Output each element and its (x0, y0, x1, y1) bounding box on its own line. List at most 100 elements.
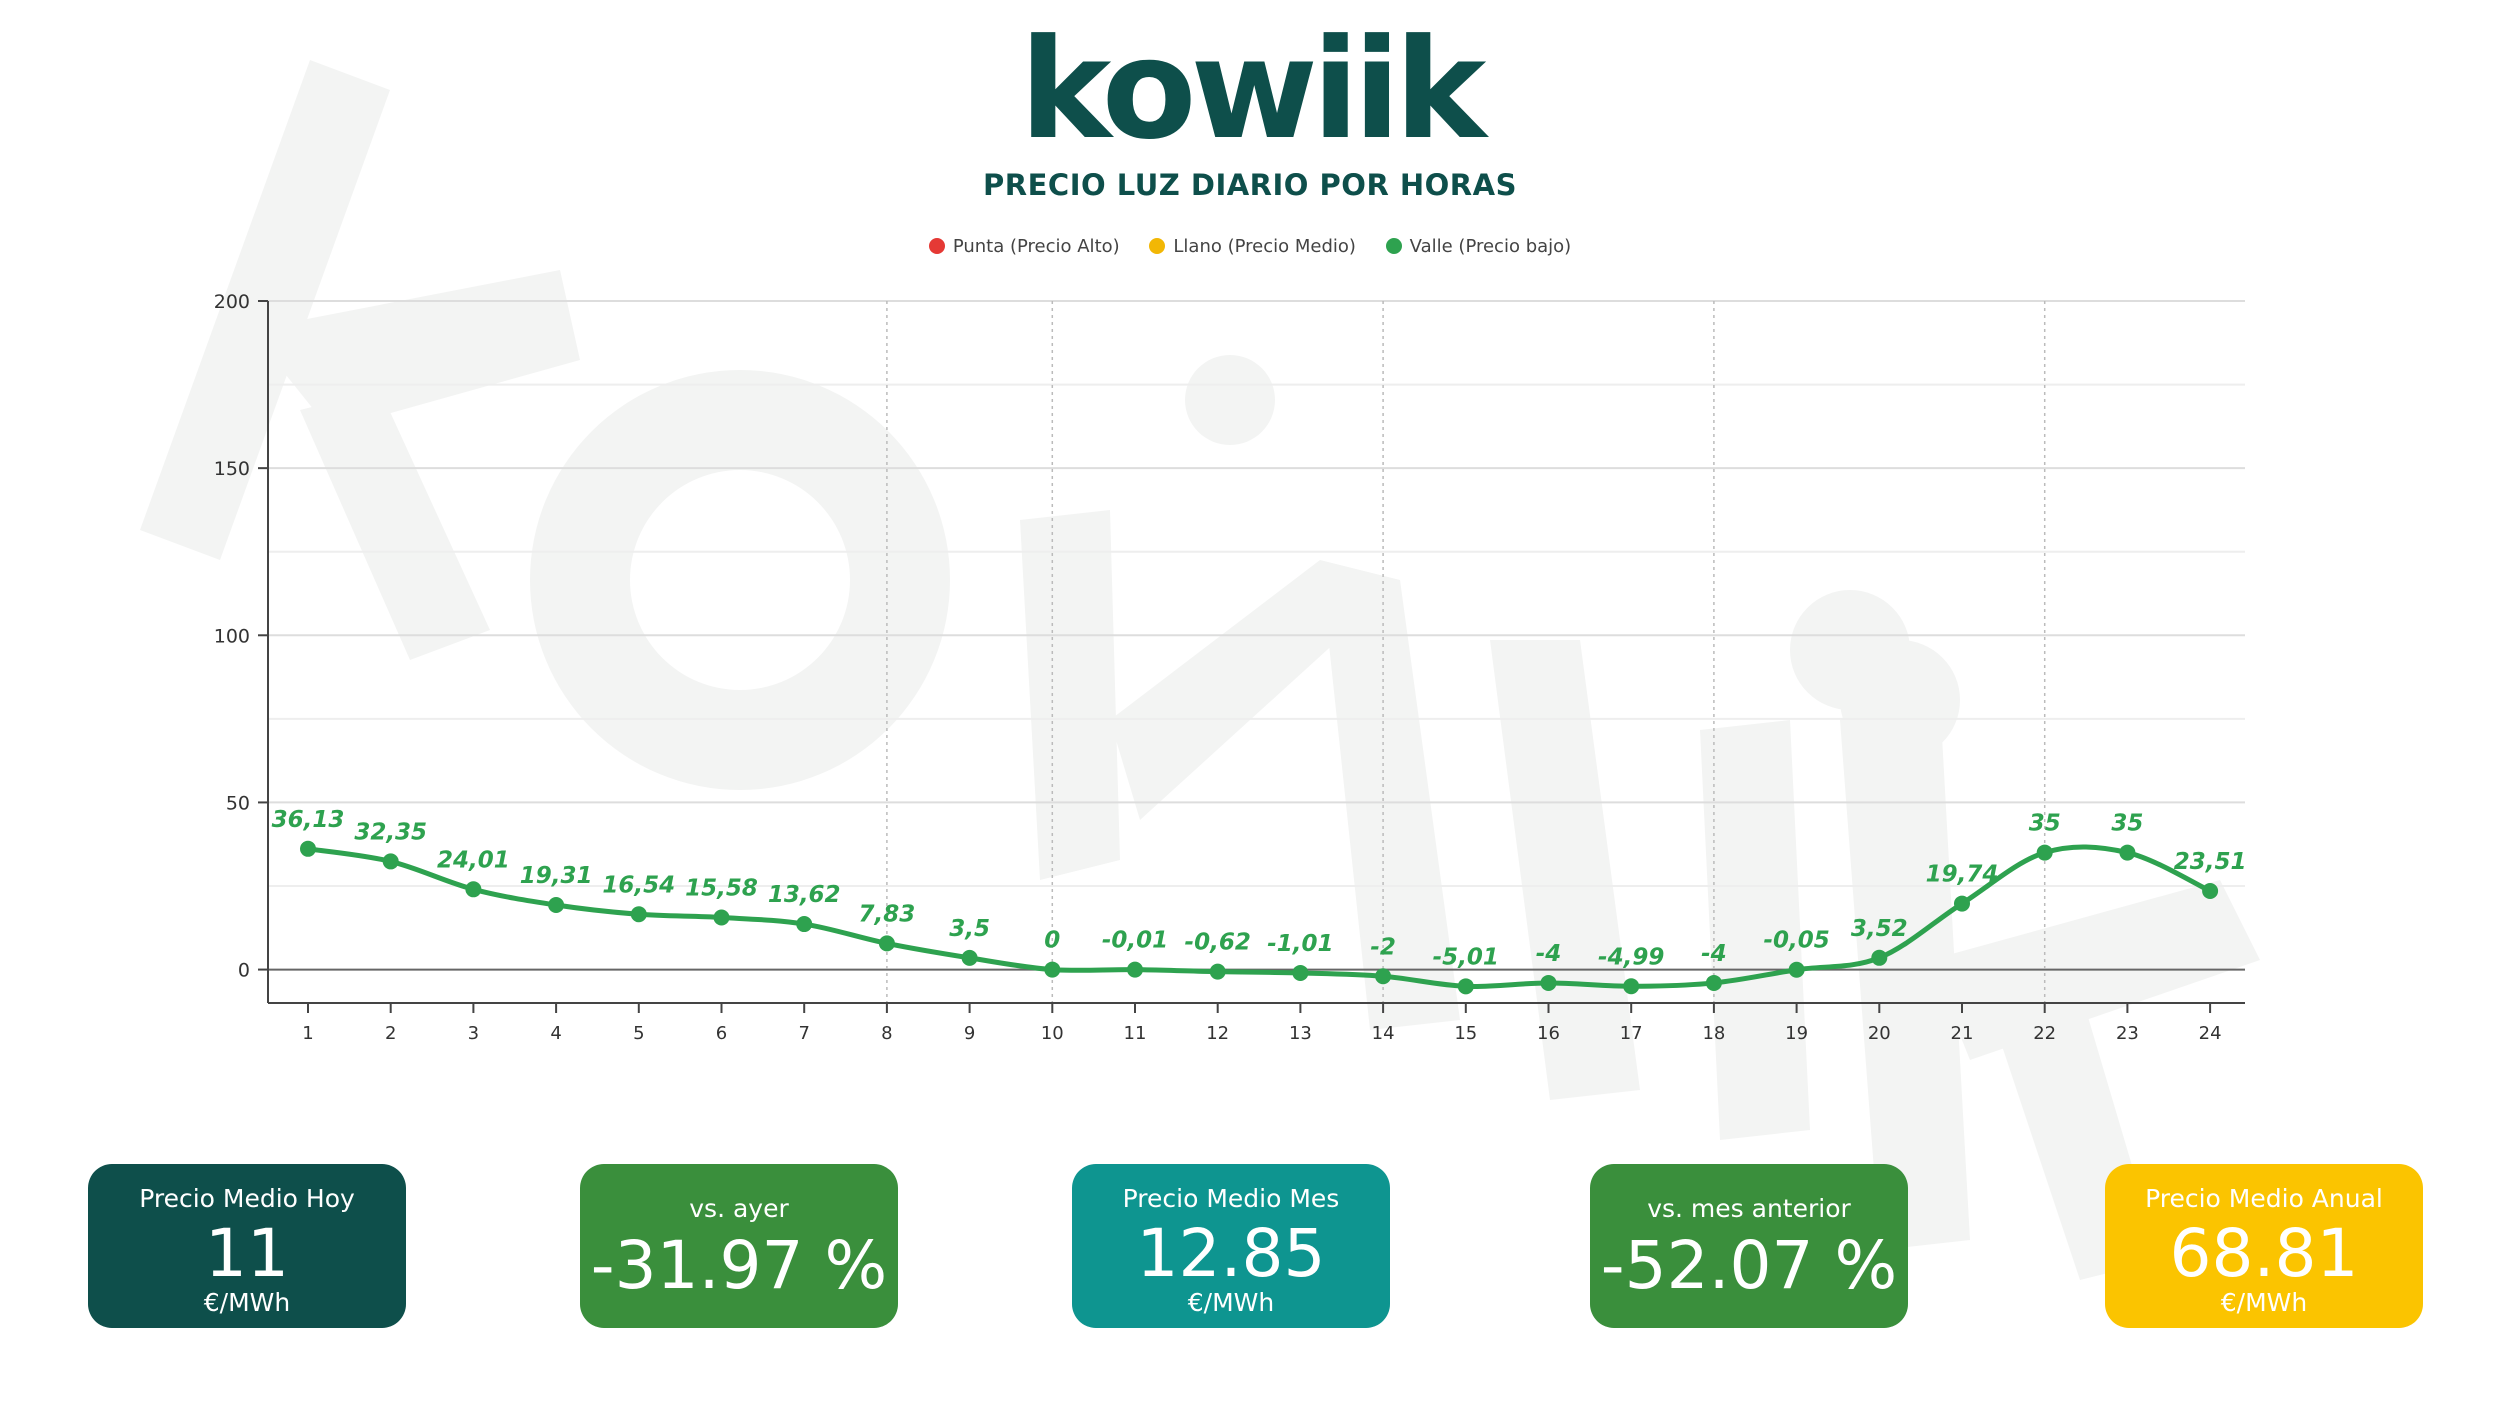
x-tick-label: 11 (1124, 1023, 1147, 1044)
x-tick-label: 10 (1041, 1023, 1064, 1044)
x-tick-label: 18 (1702, 1023, 1725, 1044)
card-unit: €/MWh (1187, 1288, 1275, 1317)
data-label: 13,62 (768, 882, 841, 908)
legend-label-punta: Punta (Precio Alto) (952, 236, 1120, 257)
card-value: -52.07 % (1600, 1227, 1898, 1304)
x-tick-label: 17 (1620, 1023, 1643, 1044)
x-tick-label: 19 (1785, 1023, 1808, 1044)
x-tick-label: 3 (468, 1023, 479, 1044)
data-label: -5,01 (1433, 944, 1499, 970)
data-label: 36,13 (272, 807, 345, 833)
x-tick-label: 4 (550, 1023, 561, 1044)
data-point (548, 897, 565, 914)
x-tick-label: 23 (2116, 1023, 2139, 1044)
x-tick-label: 15 (1454, 1023, 1477, 1044)
y-tick-label: 0 (238, 960, 250, 982)
y-tick-label: 100 (214, 625, 250, 647)
x-tick-label: 12 (1206, 1023, 1229, 1044)
legend-dot-llano (1149, 238, 1166, 254)
x-tick-label: 20 (1868, 1023, 1891, 1044)
x-tick-label: 7 (798, 1023, 809, 1044)
data-point (961, 949, 978, 966)
data-label: -4 (1536, 941, 1562, 967)
data-label: 19,74 (1926, 862, 1999, 888)
data-point (2036, 844, 2053, 861)
data-label: -0,62 (1185, 930, 1251, 956)
card-precio-medio-mes: Precio Medio Mes 12.85 €/MWh (1072, 1164, 1390, 1328)
data-label: 35 (2029, 811, 2061, 837)
data-label: 7,83 (859, 901, 916, 927)
x-tick-label: 9 (964, 1023, 975, 1044)
data-point (1127, 961, 1143, 978)
data-label: -4 (1701, 941, 1727, 967)
data-point (630, 906, 647, 923)
card-precio-medio-anual: Precio Medio Anual 68.81 €/MWh (2105, 1164, 2423, 1328)
data-point (300, 840, 316, 857)
data-point (1044, 961, 1061, 978)
card-vs-ayer: vs. ayer -31.97 % (580, 1164, 898, 1328)
data-point (1871, 949, 1888, 966)
card-value: 68.81 (2169, 1215, 2359, 1292)
x-tick-label: 2 (385, 1023, 396, 1044)
data-label: 3,5 (949, 916, 990, 942)
data-point (1623, 978, 1640, 995)
data-point (1954, 895, 1970, 912)
legend-label-llano: Llano (Precio Medio) (1173, 236, 1356, 257)
data-point (1705, 974, 1722, 991)
card-unit: €/MWh (2220, 1288, 2308, 1317)
chart-legend: Punta (Precio Alto) Llano (Precio Medio)… (0, 236, 2500, 257)
x-tick-label: 1 (302, 1023, 313, 1044)
card-label: Precio Medio Mes (1122, 1184, 1340, 1213)
x-tick-label: 14 (1372, 1023, 1395, 1044)
data-label: -1,01 (1267, 931, 1333, 957)
data-point (382, 853, 399, 870)
legend-item-punta[interactable]: Punta (Precio Alto) (928, 236, 1120, 257)
data-point (465, 881, 482, 898)
data-label: 16,54 (602, 872, 675, 898)
x-tick-label: 8 (881, 1023, 892, 1044)
data-point (2202, 882, 2219, 899)
data-point (1457, 978, 1474, 995)
data-label: 19,31 (520, 863, 593, 889)
data-point (713, 909, 730, 926)
x-tick-label: 16 (1537, 1023, 1560, 1044)
card-label: vs. ayer (689, 1194, 789, 1223)
x-tick-label: 13 (1289, 1023, 1312, 1044)
data-label: -0,01 (1102, 928, 1168, 954)
legend-dot-punta (928, 238, 945, 254)
legend-dot-valle (1385, 238, 1402, 254)
data-label: -2 (1370, 934, 1396, 960)
card-label: Precio Medio Anual (2145, 1184, 2383, 1213)
legend-item-llano[interactable]: Llano (Precio Medio) (1149, 236, 1356, 257)
x-tick-label: 21 (1951, 1023, 1974, 1044)
data-point (878, 935, 895, 952)
legend-label-valle: Valle (Precio bajo) (1409, 236, 1572, 257)
card-label: Precio Medio Hoy (139, 1184, 355, 1213)
data-label: 24,01 (437, 847, 510, 873)
data-point (1375, 968, 1392, 985)
data-label: 32,35 (354, 819, 427, 845)
y-tick-label: 200 (214, 291, 250, 313)
data-label: 0 (1044, 928, 1060, 954)
data-label: 35 (2111, 811, 2143, 837)
x-tick-label: 6 (716, 1023, 727, 1044)
data-label: -4,99 (1598, 944, 1664, 970)
data-point (1788, 961, 1805, 978)
data-point (2119, 844, 2136, 861)
x-tick-label: 5 (633, 1023, 644, 1044)
y-tick-label: 50 (226, 792, 250, 814)
card-value: 11 (205, 1215, 289, 1292)
y-tick-label: 150 (214, 458, 250, 480)
legend-item-valle[interactable]: Valle (Precio bajo) (1385, 236, 1572, 257)
data-point (1292, 964, 1309, 981)
card-precio-medio-hoy: Precio Medio Hoy 11 €/MWh (88, 1164, 406, 1328)
data-point (1209, 963, 1226, 980)
card-unit: €/MWh (203, 1288, 291, 1317)
data-label: 15,58 (685, 875, 758, 901)
x-tick-label: 22 (2033, 1023, 2056, 1044)
chart-subtitle: PRECIO LUZ DIARIO POR HORAS (983, 168, 1517, 202)
card-value: 12.85 (1136, 1215, 1326, 1292)
data-label: 23,51 (2174, 849, 2247, 875)
data-label: 3,52 (1851, 916, 1908, 942)
